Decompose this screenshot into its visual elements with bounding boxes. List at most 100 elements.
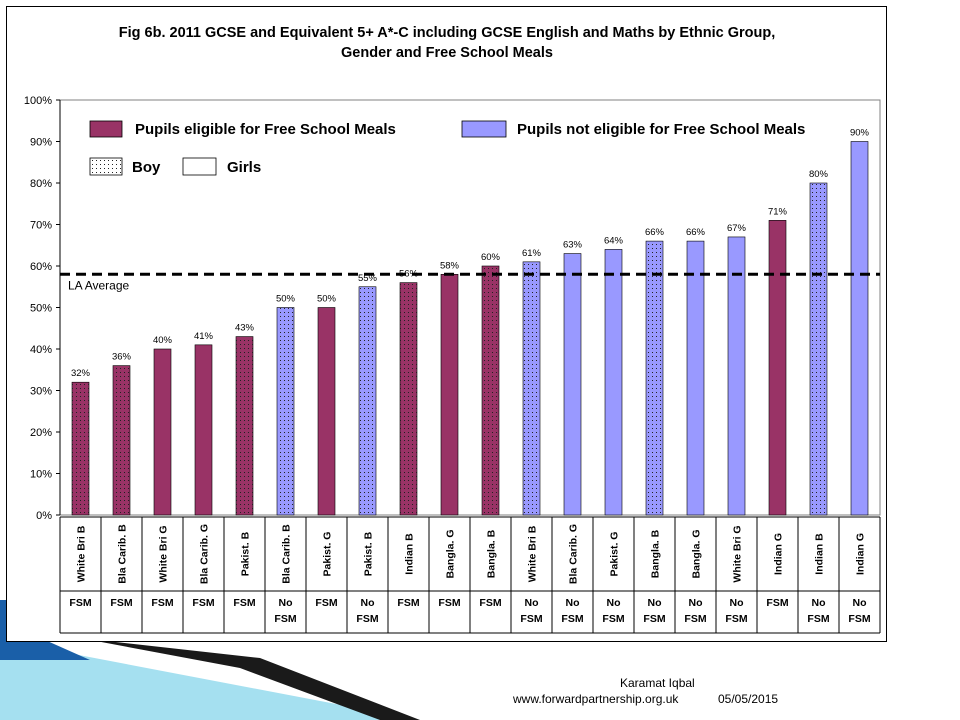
- bar-value-label: 66%: [645, 227, 665, 238]
- category-label: White Bri B: [527, 525, 539, 582]
- bar-value-label: 32%: [71, 368, 91, 379]
- legend-no-fsm-label: Pupils not eligible for Free School Meal…: [517, 121, 805, 138]
- category-label: Indian G: [773, 533, 785, 575]
- fsm-status-label: FSM: [151, 597, 173, 609]
- bar-boy-pattern: [646, 241, 663, 515]
- fsm-status-label: FSM: [315, 597, 337, 609]
- fsm-status-label: FSM: [684, 613, 706, 625]
- bar-value-label: 43%: [235, 323, 255, 334]
- la-average-label: LA Average: [68, 278, 129, 292]
- fsm-status-label: No: [689, 597, 703, 609]
- fsm-status-label: FSM: [643, 613, 665, 625]
- category-label: Bla Carib. G: [568, 524, 580, 584]
- y-tick-label: 80%: [30, 178, 52, 190]
- y-tick-label: 20%: [30, 427, 52, 439]
- chart-title-line-1: Fig 6b. 2011 GCSE and Equivalent 5+ A*-C…: [118, 25, 776, 41]
- legend-boy-label: Boy: [132, 159, 161, 176]
- category-label: Pakist. B: [240, 531, 252, 576]
- fsm-status-label: FSM: [69, 597, 91, 609]
- category-label: Bangla. B: [486, 529, 498, 578]
- bar: [768, 220, 787, 516]
- decor-left-strip: [0, 600, 6, 642]
- legend-no-fsm-swatch: [461, 120, 507, 138]
- fsm-status-label: FSM: [438, 597, 460, 609]
- bar-value-label: 61%: [522, 248, 542, 259]
- bar-boy-pattern: [400, 282, 417, 515]
- fsm-status-label: FSM: [766, 597, 788, 609]
- y-tick-label: 70%: [30, 220, 52, 232]
- fsm-status-label: FSM: [233, 597, 255, 609]
- category-label: Bla Carib. B: [281, 524, 293, 584]
- legend-boy-pattern: [90, 158, 122, 175]
- bar-value-label: 66%: [686, 227, 706, 238]
- category-label: Bla Carib. G: [199, 524, 211, 584]
- fsm-status-label: No: [812, 597, 826, 609]
- category-label: Indian B: [814, 533, 826, 575]
- category-label: Pakist. G: [609, 532, 621, 577]
- bar: [440, 273, 459, 516]
- bar-value-label: 36%: [112, 352, 132, 363]
- footer-date: 05/05/2015: [718, 692, 779, 706]
- legend-fsm-swatch: [89, 120, 123, 138]
- legend-fsm-label: Pupils eligible for Free School Meals: [135, 121, 396, 138]
- fsm-status-label: FSM: [397, 597, 419, 609]
- bar-value-label: 80%: [809, 169, 829, 180]
- fsm-status-label: FSM: [725, 613, 747, 625]
- fsm-status-label: No: [853, 597, 867, 609]
- category-label: Indian B: [404, 533, 416, 575]
- fsm-status-label: FSM: [356, 613, 378, 625]
- bar-boy-pattern: [277, 307, 294, 515]
- fsm-status-label: FSM: [110, 597, 132, 609]
- category-label: Bangla. G: [691, 529, 703, 578]
- fsm-status-label: FSM: [848, 613, 870, 625]
- fsm-status-label: FSM: [561, 613, 583, 625]
- bar-value-label: 67%: [727, 223, 747, 234]
- fsm-status-label: FSM: [192, 597, 214, 609]
- fsm-status-label: FSM: [479, 597, 501, 609]
- bar-value-label: 71%: [768, 206, 788, 217]
- bar-boy-pattern: [72, 382, 89, 515]
- fsm-status-label: No: [361, 597, 375, 609]
- legend-girl-label: Girls: [227, 159, 261, 176]
- y-tick-label: 40%: [30, 344, 52, 356]
- category-label: Bangla. B: [650, 529, 662, 578]
- category-label: Pakist. G: [322, 532, 334, 577]
- fsm-status-label: FSM: [602, 613, 624, 625]
- fsm-status-label: FSM: [807, 613, 829, 625]
- category-label: Pakist. B: [363, 531, 375, 576]
- y-tick-label: 60%: [30, 261, 52, 273]
- category-label: Bla Carib. B: [117, 524, 129, 584]
- legend-girl-swatch: [182, 157, 217, 176]
- bar-value-label: 55%: [358, 273, 378, 284]
- bar-boy-pattern: [810, 183, 827, 515]
- bar: [604, 249, 623, 516]
- bar-value-label: 40%: [153, 335, 173, 346]
- y-tick-label: 10%: [30, 469, 52, 481]
- fsm-status-label: No: [607, 597, 621, 609]
- bar-value-label: 50%: [317, 294, 337, 305]
- category-label: Bangla. G: [445, 529, 457, 578]
- decor-light-wedge: [0, 640, 420, 720]
- bar-boy-pattern: [359, 286, 376, 515]
- category-label: Indian G: [855, 533, 867, 575]
- bar-boy-pattern: [236, 336, 253, 515]
- bar-value-label: 63%: [563, 240, 583, 251]
- fsm-status-label: FSM: [520, 613, 542, 625]
- y-tick-label: 90%: [30, 137, 52, 149]
- bar-value-label: 90%: [850, 128, 870, 139]
- bar: [850, 141, 869, 516]
- category-label: White Bri G: [158, 525, 170, 582]
- bar: [563, 253, 582, 516]
- category-label: White Bri G: [732, 525, 744, 582]
- fsm-status-label: No: [648, 597, 662, 609]
- footer-author: Karamat Iqbal: [620, 676, 695, 690]
- chart-panel: Fig 6b. 2011 GCSE and Equivalent 5+ A*-C…: [6, 6, 887, 642]
- y-tick-label: 0%: [36, 510, 52, 522]
- bar: [153, 348, 172, 516]
- bar: [317, 307, 336, 516]
- y-tick-label: 100%: [24, 95, 52, 107]
- bar-boy-pattern: [113, 365, 130, 515]
- y-tick-label: 30%: [30, 386, 52, 398]
- decor-dark-streak: [80, 638, 420, 720]
